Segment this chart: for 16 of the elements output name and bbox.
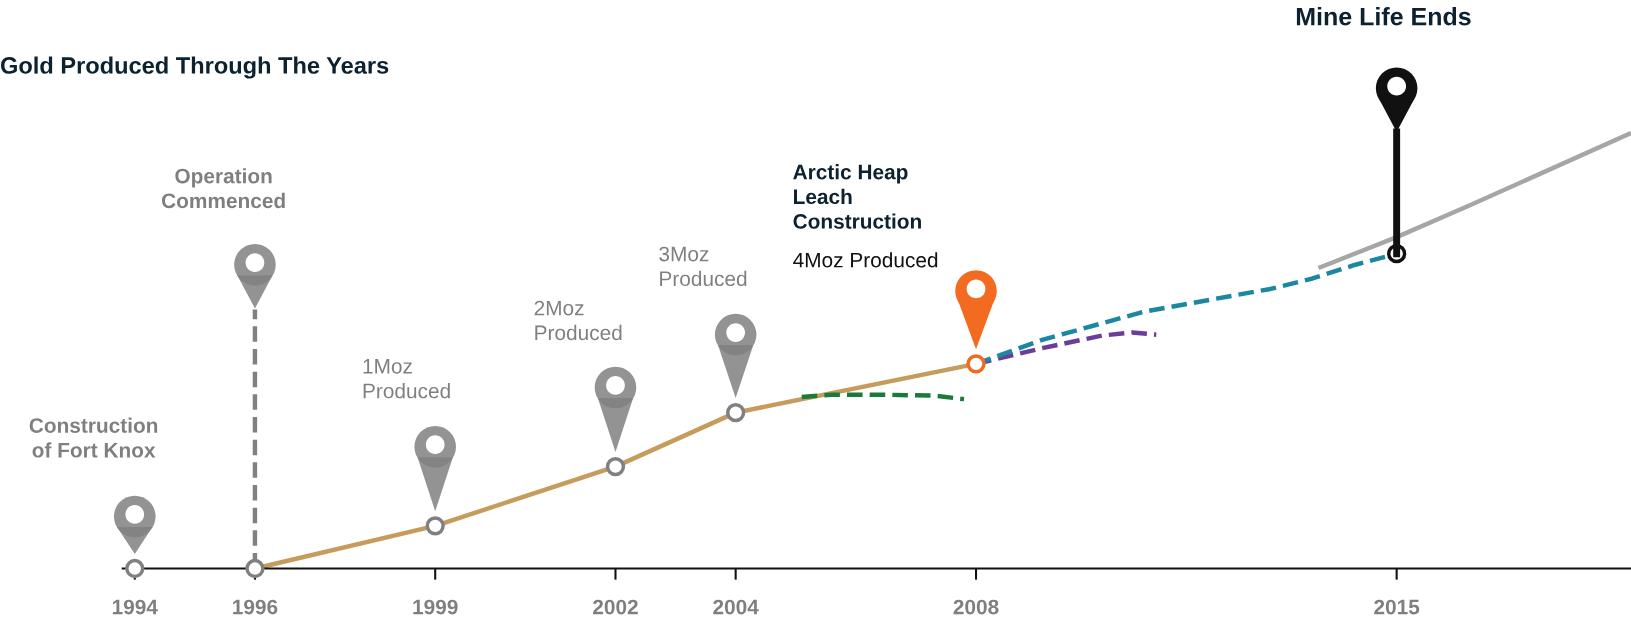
x-tick-label: 1999 [413,599,458,615]
chart-title: Gold Produced Through The Years [0,56,389,79]
x-tick-label: 2008 [953,599,999,615]
annotation: Arctic Heap Leach Construction [793,164,921,229]
x-tick-label: 2002 [593,599,638,615]
x-tick-label: 2015 [1374,599,1420,615]
annotation: Operation Commenced [161,168,285,209]
x-tick-label: 2004 [713,599,759,615]
annotation: 1Moz Produced [363,359,450,399]
x-tick-label: 1994 [112,599,158,615]
annotation: 4Moz Produced [793,252,938,268]
annotation: 3Moz Produced [659,246,747,287]
annotation: Construction of Fort Knox [29,417,158,458]
x-tick-label: 1996 [233,599,278,615]
text: Mine Life Ends [1296,7,1471,26]
annotation: 2Moz Produced [534,300,622,341]
